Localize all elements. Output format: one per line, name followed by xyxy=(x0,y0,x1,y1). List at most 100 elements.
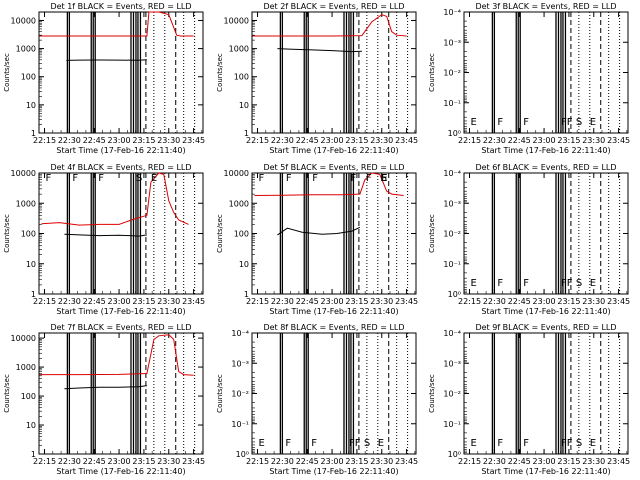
x-tick-label: 23:00 xyxy=(321,136,344,145)
y-tick-label: 10⁻⁴ xyxy=(443,169,461,178)
y-tick-label: 10⁻¹ xyxy=(443,260,461,269)
x-tick-label: 23:00 xyxy=(321,297,344,306)
flag-label: E xyxy=(471,117,477,128)
series-line-events xyxy=(277,48,362,53)
x-tick-label: 22:15 xyxy=(33,297,56,306)
series-line-lld xyxy=(252,14,407,37)
x-axis-label: Start Time (17-Feb-16 22:11:40) xyxy=(56,467,185,476)
x-tick-label: 23:30 xyxy=(370,136,393,145)
x-axis-label: Start Time (17-Feb-16 22:11:40) xyxy=(56,307,185,316)
x-tick-label: 23:00 xyxy=(108,297,131,306)
chart-title: Det 6f BLACK = Events, RED = LLD xyxy=(475,163,616,172)
flag-label: F xyxy=(523,278,529,289)
plot-frame xyxy=(38,332,204,455)
x-tick-label: 22:30 xyxy=(271,297,294,306)
flag-label: FF xyxy=(561,117,573,128)
x-axis-label: Start Time (17-Feb-16 22:11:40) xyxy=(481,307,610,316)
x-tick-label: 23:15 xyxy=(557,297,580,306)
chart-panel-5: Det 5f BLACK = Events, RED = LLD 1 10 100 10… xyxy=(216,163,418,316)
x-tick-label: 22:30 xyxy=(58,136,81,145)
flag-label: F xyxy=(72,173,78,184)
y-axis-label: Counts/sec xyxy=(3,374,11,413)
x-tick-label: 23:00 xyxy=(533,297,556,306)
y-tick-label: 10⁻¹ xyxy=(231,420,249,429)
y-tick-label: 10⁰ xyxy=(448,290,461,299)
x-tick-label: 23:00 xyxy=(321,457,344,466)
series-line-events xyxy=(277,226,361,236)
series-line-events xyxy=(64,385,147,390)
y-tick-label: 1000 xyxy=(16,199,36,208)
x-tick-label: 22:45 xyxy=(296,297,319,306)
x-tick-label: 23:45 xyxy=(182,136,205,145)
flag-label: S xyxy=(576,117,582,128)
x-tick-label: 22:15 xyxy=(33,457,56,466)
y-tick-label: 10⁻² xyxy=(443,230,461,239)
flag-label: F xyxy=(523,438,529,449)
x-tick-label: 22:30 xyxy=(483,297,506,306)
y-tick-label: 1000 xyxy=(229,199,249,208)
chart-title: Det 5f BLACK = Events, RED = LLD xyxy=(263,163,404,172)
x-axis-label: Start Time (17-Feb-16 22:11:40) xyxy=(56,146,185,155)
y-tick-label: 100 xyxy=(21,392,36,401)
y-axis-label: Counts/sec xyxy=(3,214,11,253)
x-tick-label: 23:15 xyxy=(132,297,155,306)
x-tick-label: 23:00 xyxy=(533,457,556,466)
x-tick-label: 23:00 xyxy=(108,136,131,145)
x-tick-label: 22:45 xyxy=(508,297,531,306)
flag-label: E xyxy=(259,438,265,449)
flag-label: S xyxy=(364,438,370,449)
flag-label: F xyxy=(523,117,529,128)
chart-title: Det 9f BLACK = Events, RED = LLD xyxy=(475,323,616,332)
y-tick-label: 100 xyxy=(21,230,36,239)
y-tick-label: 1000 xyxy=(16,363,36,372)
y-tick-label: 10 xyxy=(26,101,36,110)
x-tick-label: 22:45 xyxy=(508,457,531,466)
x-tick-label: 22:30 xyxy=(483,136,506,145)
flag-label: F xyxy=(497,117,503,128)
plot-frame xyxy=(463,332,629,455)
x-tick-label: 23:15 xyxy=(557,136,580,145)
flag-label: F xyxy=(98,173,104,184)
series-line-lld xyxy=(39,11,194,37)
series-line-events xyxy=(64,233,147,237)
y-tick-label: 10 xyxy=(26,421,36,430)
plot-frame xyxy=(38,172,204,295)
x-tick-label: 23:30 xyxy=(370,457,393,466)
x-tick-label: 22:45 xyxy=(83,136,106,145)
y-tick-label: 1 xyxy=(244,129,249,138)
flag-label: F xyxy=(497,278,503,289)
y-tick-label: 10000 xyxy=(224,169,249,178)
y-tick-label: 1000 xyxy=(16,45,36,54)
flag-label: S xyxy=(576,278,582,289)
flag-label: S xyxy=(136,173,142,184)
x-tick-label: 23:45 xyxy=(607,457,630,466)
y-tick-label: 10 xyxy=(239,260,249,269)
flag-label: E xyxy=(590,117,596,128)
flag-label: E xyxy=(590,278,596,289)
flag-label: E xyxy=(151,173,157,184)
x-tick-label: 23:30 xyxy=(157,136,180,145)
flag-label: F xyxy=(380,173,386,184)
flag-label: F xyxy=(46,173,52,184)
y-tick-label: 10⁻¹ xyxy=(443,420,461,429)
x-tick-label: 23:30 xyxy=(370,297,393,306)
y-tick-label: 10⁻⁴ xyxy=(231,329,249,338)
x-tick-label: 23:15 xyxy=(345,136,368,145)
x-tick-label: 23:30 xyxy=(582,457,605,466)
chart-title: Det 7f BLACK = Events, RED = LLD xyxy=(50,323,191,332)
x-tick-label: 22:15 xyxy=(458,297,481,306)
y-tick-label: 10000 xyxy=(11,16,36,25)
chart-title: Det 4f BLACK = Events, RED = LLD xyxy=(50,163,191,172)
flag-label: E xyxy=(471,438,477,449)
x-tick-label: 23:45 xyxy=(607,136,630,145)
y-tick-label: 10⁻² xyxy=(443,390,461,399)
series-line-lld xyxy=(39,334,194,376)
y-tick-label: 10⁰ xyxy=(236,450,249,459)
y-tick-label: 100 xyxy=(21,73,36,82)
chart-title: Det 8f BLACK = Events, RED = LLD xyxy=(263,323,404,332)
series-line-lld xyxy=(254,172,404,196)
chart-panel-6: Det 6f BLACK = Events, RED = LLD 10⁻⁴ 10⁻³… xyxy=(428,163,630,316)
flag-label: F xyxy=(497,438,503,449)
plot-frame xyxy=(463,11,629,134)
